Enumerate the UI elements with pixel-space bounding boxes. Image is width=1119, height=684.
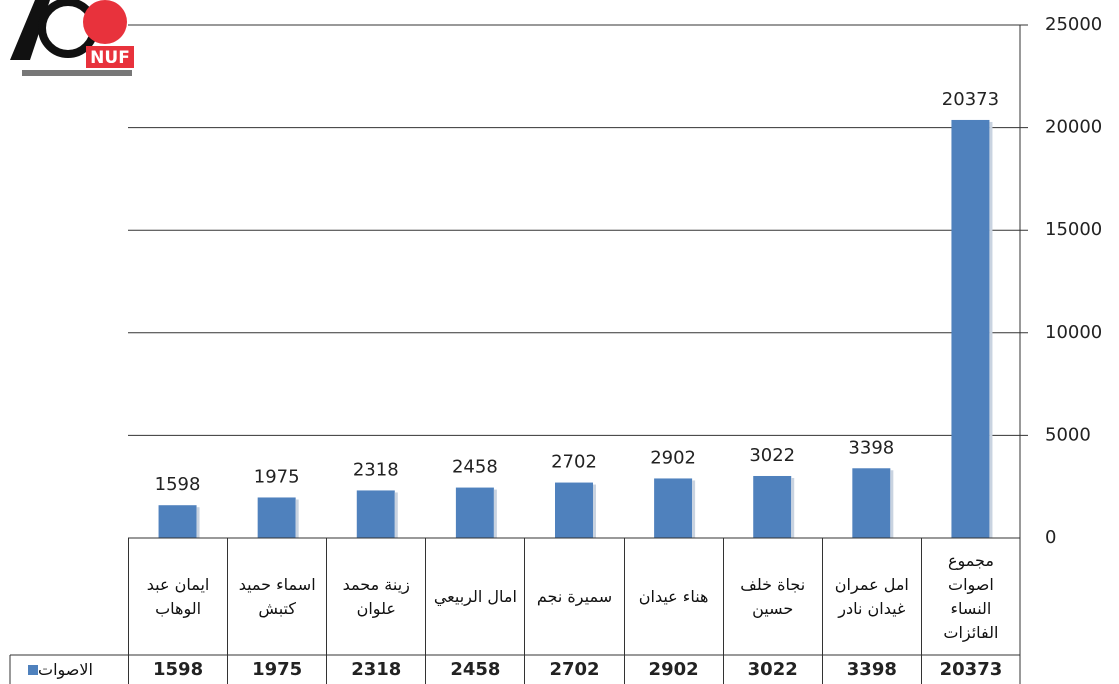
value-label: 2318 [353,459,399,480]
category-cell: مجموع اصوات النساء الفائزات [920,538,1020,655]
table-value: 2318 [326,655,425,684]
category-cell: هناء عيدان [623,538,723,655]
logo: NUF [0,0,135,80]
y-tick-label: 5000 [1045,424,1091,445]
table-value: 2902 [623,655,723,684]
table-value: 1598 [128,655,227,684]
category-cell: نجاة خلف حسين [722,538,822,655]
value-label: 3398 [848,437,894,458]
bar-shadow [791,477,795,538]
bar [654,478,693,538]
y-tick-label: 10000 [1045,322,1102,343]
category-cell: امال الربيعي [425,538,524,655]
bar-shadow [890,470,894,538]
logo-line [22,70,132,76]
table-value: 2458 [425,655,524,684]
bar [356,490,395,538]
logo-text: NUF [90,48,130,68]
y-tick-label: 25000 [1045,14,1102,35]
value-label: 2702 [551,452,597,473]
bar [455,487,494,538]
bar [257,497,296,538]
bar-shadow [989,121,993,538]
bar [555,482,593,538]
table-value: 3398 [821,655,921,684]
bar-shadow [295,499,299,538]
value-label: 2902 [650,447,696,468]
bar-shadow [196,507,200,538]
value-label: 20373 [942,89,999,110]
value-label: 1975 [254,466,300,487]
logo-shape [10,0,50,60]
table-value: 1975 [227,655,326,684]
table-value: 3022 [722,655,822,684]
y-tick-label: 0 [1045,527,1056,548]
logo-dot [83,0,127,44]
category-cell: زينة محمد علوان [326,538,425,655]
category-cell: امل عمران غيدان نادر [821,538,921,655]
table-value: 2702 [524,655,623,684]
table-value: 20373 [920,655,1020,684]
bar-shadow [493,489,497,538]
category-cell: اسماء حميد كتبش [227,538,326,655]
value-label: 1598 [155,474,201,495]
bar [951,119,990,538]
logo-box [86,46,134,68]
category-cell: سميرة نجم [524,538,623,655]
bar [852,468,891,538]
bar-shadow [394,492,398,538]
y-tick-label: 15000 [1045,219,1102,240]
legend-text: الاصوات [38,659,93,679]
legend-cell: الاصوات [10,655,128,684]
bar [753,475,792,538]
legend-swatch [28,664,38,675]
bar [158,505,197,538]
bar-shadow [692,480,696,538]
value-label: 3022 [749,445,795,466]
category-cell: ايمان عبد الوهاب [128,538,227,655]
bar-shadow [593,484,596,538]
y-tick-label: 20000 [1045,117,1102,138]
value-label: 2458 [452,457,498,478]
